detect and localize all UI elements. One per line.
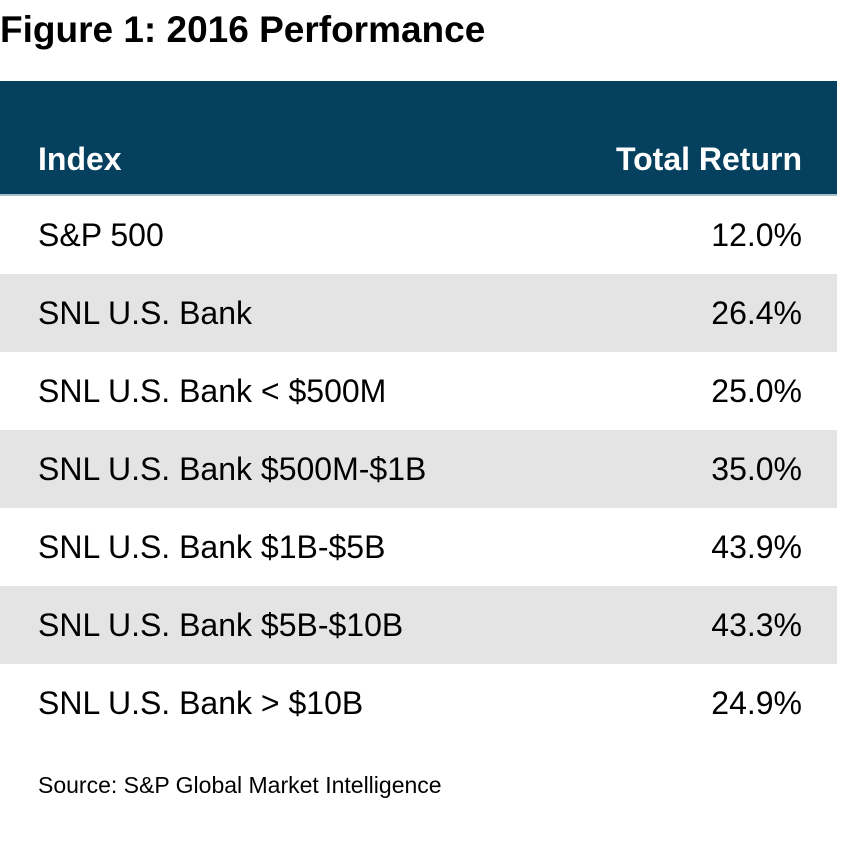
index-cell: SNL U.S. Bank > $10B [38, 684, 364, 721]
table-row: SNL U.S. Bank > $10B 24.9% [0, 664, 837, 742]
index-cell: SNL U.S. Bank $500M-$1B [38, 450, 427, 487]
table-row: SNL U.S. Bank $5B-$10B 43.3% [0, 586, 837, 664]
return-cell: 24.9% [711, 684, 802, 721]
table-header-row: Index Total Return [0, 81, 837, 196]
table-row: SNL U.S. Bank $500M-$1B 35.0% [0, 430, 837, 508]
index-cell: S&P 500 [38, 216, 164, 253]
return-cell: 26.4% [711, 294, 802, 331]
performance-table: Index Total Return S&P 500 12.0% SNL U.S… [0, 81, 837, 742]
source-note: Source: S&P Global Market Intelligence [38, 772, 442, 798]
return-cell: 25.0% [711, 372, 802, 409]
table-row: S&P 500 12.0% [0, 196, 837, 274]
table-row: SNL U.S. Bank < $500M 25.0% [0, 352, 837, 430]
table-row: SNL U.S. Bank $1B-$5B 43.9% [0, 508, 837, 586]
index-cell: SNL U.S. Bank $5B-$10B [38, 606, 404, 643]
column-header-index: Index [38, 141, 122, 177]
figure-title: Figure 1: 2016 Performance [0, 9, 486, 50]
index-cell: SNL U.S. Bank [38, 294, 253, 331]
return-cell: 43.3% [711, 606, 802, 643]
return-cell: 35.0% [711, 450, 802, 487]
return-cell: 43.9% [711, 528, 802, 565]
table-row: SNL U.S. Bank 26.4% [0, 274, 837, 352]
column-header-total-return: Total Return [615, 141, 802, 177]
index-cell: SNL U.S. Bank $1B-$5B [38, 528, 386, 565]
index-cell: SNL U.S. Bank < $500M [38, 372, 387, 409]
return-cell: 12.0% [711, 216, 802, 253]
